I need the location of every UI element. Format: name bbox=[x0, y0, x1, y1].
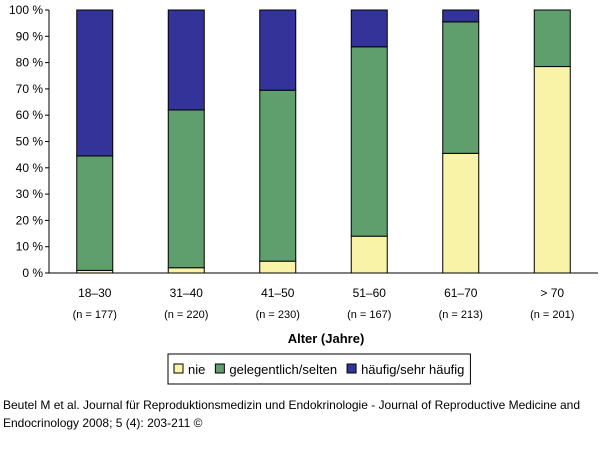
bar-segment bbox=[259, 89, 297, 262]
x-category-label: 41–50 bbox=[261, 286, 295, 300]
y-axis: 0 % 10 % 20 % 30 % 40 % 50 % 60 % 70 % 80 % 90 % 1… bbox=[9, 3, 50, 280]
y-tick-label: 30 % bbox=[16, 187, 44, 201]
legend-swatch bbox=[346, 363, 357, 374]
x-category-label: 18–30 bbox=[78, 286, 112, 300]
bar-stack bbox=[167, 9, 205, 274]
bar-stack bbox=[76, 9, 114, 274]
bar-segment bbox=[76, 9, 114, 157]
bar-stacks bbox=[76, 9, 571, 274]
legend-swatch bbox=[214, 363, 225, 374]
y-tick-label: 0 % bbox=[22, 266, 43, 280]
x-category-count: (n = 220) bbox=[164, 309, 208, 321]
legend-label: häufig/sehr häufig bbox=[361, 362, 464, 377]
bar-segment bbox=[167, 109, 205, 269]
bar-stack bbox=[350, 9, 388, 274]
bar-stack bbox=[259, 9, 297, 274]
bar-segment bbox=[442, 9, 480, 23]
y-tick-label: 100 % bbox=[9, 3, 43, 17]
x-axis-title: Alter (Jahre) bbox=[288, 331, 365, 346]
bar-segment bbox=[167, 9, 205, 111]
x-category-label: 51–60 bbox=[353, 286, 387, 300]
y-tick-label: 60 % bbox=[16, 108, 44, 122]
bar-segment bbox=[533, 9, 571, 68]
y-tick-label: 40 % bbox=[16, 161, 44, 175]
legend-label: gelegentlich/selten bbox=[229, 362, 337, 377]
x-category-count: (n = 201) bbox=[530, 309, 574, 321]
bar-segment bbox=[350, 235, 388, 274]
bar-segment bbox=[259, 260, 297, 274]
legend-items: nie gelegentlich/selten häufig/sehr häufig bbox=[173, 362, 464, 377]
citation-caption: Beutel M et al. Journal für Reproduktion… bbox=[3, 396, 599, 432]
legend: nie gelegentlich/selten häufig/sehr häufig bbox=[167, 353, 471, 385]
y-tick-label: 10 % bbox=[16, 240, 44, 254]
y-tick-label: 20 % bbox=[16, 213, 44, 227]
bar-stack bbox=[533, 9, 571, 274]
x-category-count: (n = 213) bbox=[439, 309, 483, 321]
y-tick-label: 70 % bbox=[16, 82, 44, 96]
y-tick-label: 80 % bbox=[16, 56, 44, 70]
x-category-label: 31–40 bbox=[170, 286, 204, 300]
x-axis: 18–30 (n = 177) 31–40 (n = 220) 41–50 (n = 23… bbox=[49, 272, 598, 321]
legend-label: nie bbox=[188, 362, 205, 377]
bar-segment bbox=[167, 267, 205, 274]
bar-segment bbox=[533, 66, 571, 274]
y-tick-label: 50 % bbox=[16, 135, 44, 149]
x-category-count: (n = 167) bbox=[347, 309, 391, 321]
bar-segment bbox=[442, 152, 480, 274]
x-category-count: (n = 177) bbox=[73, 309, 117, 321]
y-tick-label: 90 % bbox=[16, 29, 44, 43]
legend-swatch bbox=[173, 363, 184, 374]
citation-line-1: Beutel M et al. Journal für Reproduktion… bbox=[3, 398, 580, 412]
bar-segment bbox=[442, 21, 480, 154]
x-category-label: 61–70 bbox=[444, 286, 478, 300]
stacked-bar-chart: 0 % 10 % 20 % 30 % 40 % 50 % 60 % 70 % 80 % 90 % 1… bbox=[9, 3, 598, 385]
x-category-label: > 70 bbox=[540, 286, 564, 300]
bar-stack bbox=[442, 9, 480, 274]
x-category-count: (n = 230) bbox=[256, 309, 300, 321]
bar-segment bbox=[350, 9, 388, 48]
bar-segment bbox=[76, 155, 114, 271]
bar-segment bbox=[350, 46, 388, 237]
citation-line-2: Endocrinology 2008; 5 (4): 203-211 © bbox=[3, 416, 203, 430]
bar-segment bbox=[259, 9, 297, 91]
